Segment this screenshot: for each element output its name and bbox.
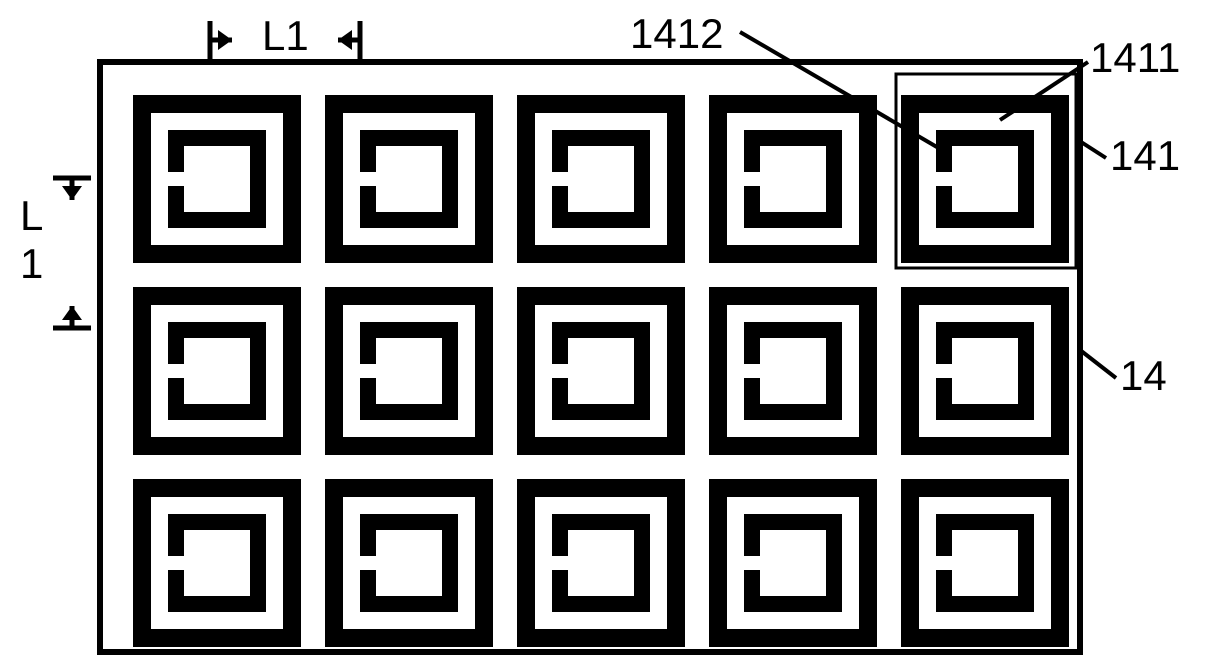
- unit-cell: [142, 296, 292, 446]
- inner-ring-1412: [368, 330, 450, 412]
- inner-ring-1412: [752, 330, 834, 412]
- outer-ring-1411: [910, 296, 1060, 446]
- outer-ring-1411: [526, 488, 676, 638]
- panel-14: [100, 62, 1080, 652]
- unit-cell: [910, 104, 1060, 254]
- callout-n14: 14: [1080, 350, 1167, 399]
- outer-ring-1411: [334, 488, 484, 638]
- dim-L1-vertical: L1: [20, 178, 91, 328]
- unit-cell: [910, 488, 1060, 638]
- outer-ring-1411: [910, 488, 1060, 638]
- unit-cell: [718, 296, 868, 446]
- unit-cell: [910, 296, 1060, 446]
- unit-cell: [142, 104, 292, 254]
- callout-label-n1412: 1412: [630, 10, 723, 57]
- outer-ring-1411: [142, 296, 292, 446]
- inner-ring-1412: [560, 522, 642, 604]
- callout-label-n141: 141: [1110, 132, 1180, 179]
- unit-cell: [526, 488, 676, 638]
- dim-L1-h-label: L1: [262, 12, 309, 59]
- callout-label-n1411: 1411: [1090, 34, 1180, 81]
- unit-cell: [334, 488, 484, 638]
- callout-label-n14: 14: [1120, 352, 1167, 399]
- dim-L1-v-label-L: L: [20, 192, 43, 239]
- outer-ring-1411: [142, 104, 292, 254]
- inner-ring-1412: [176, 522, 258, 604]
- outer-ring-1411: [718, 488, 868, 638]
- inner-ring-1412: [752, 522, 834, 604]
- inner-ring-1412: [944, 330, 1026, 412]
- inner-ring-1412: [944, 522, 1026, 604]
- outer-ring-1411: [526, 296, 676, 446]
- dim-L1-v-label-1: 1: [20, 240, 43, 287]
- outer-ring-1411: [718, 296, 868, 446]
- unit-cell: [526, 296, 676, 446]
- inner-ring-1412: [368, 522, 450, 604]
- inner-ring-1412: [560, 138, 642, 220]
- unit-cell: [526, 104, 676, 254]
- outer-ring-1411: [142, 488, 292, 638]
- unit-cell: [334, 296, 484, 446]
- inner-ring-1412: [176, 330, 258, 412]
- inner-ring-1412: [752, 138, 834, 220]
- inner-ring-1412: [368, 138, 450, 220]
- unit-cell: [718, 104, 868, 254]
- inner-ring-1412: [176, 138, 258, 220]
- outer-ring-1411: [910, 104, 1060, 254]
- unit-cell: [142, 488, 292, 638]
- outer-ring-1411: [718, 104, 868, 254]
- outer-ring-1411: [334, 104, 484, 254]
- dim-L1-horizontal: L1: [210, 12, 360, 59]
- inner-ring-1412: [944, 138, 1026, 220]
- outer-ring-1411: [526, 104, 676, 254]
- unit-cell: [718, 488, 868, 638]
- unit-cell: [334, 104, 484, 254]
- callout-n141: 141: [1078, 132, 1180, 179]
- outer-ring-1411: [334, 296, 484, 446]
- inner-ring-1412: [560, 330, 642, 412]
